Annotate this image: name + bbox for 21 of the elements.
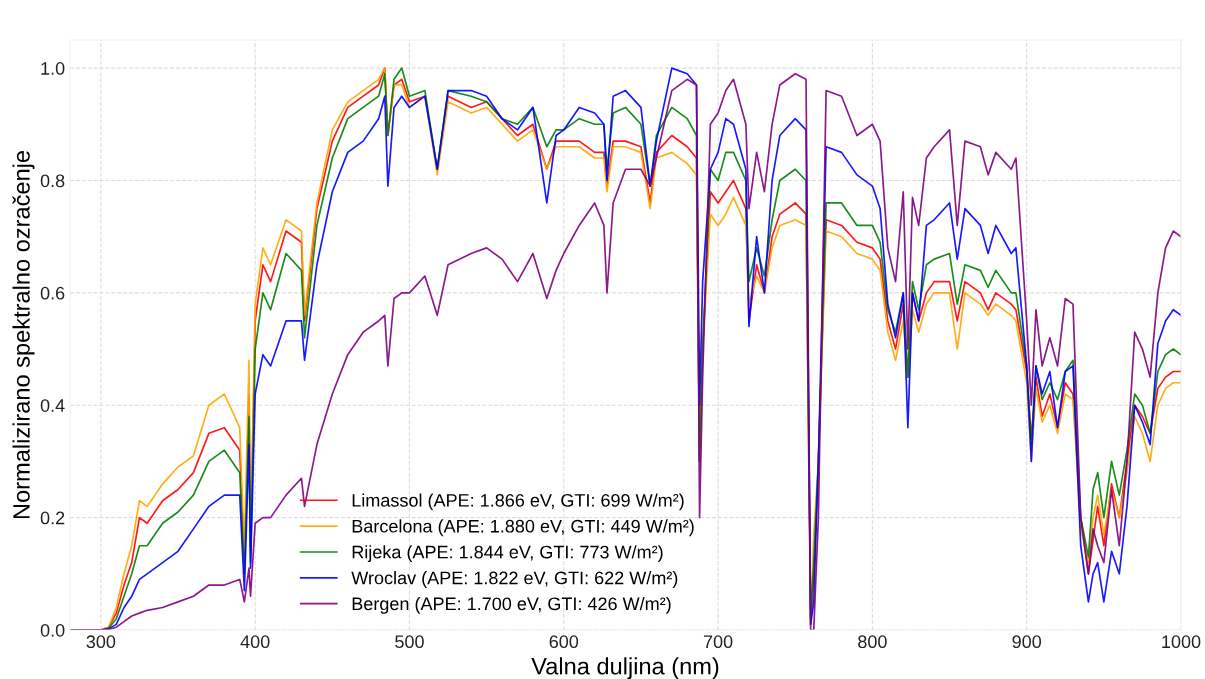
- x-tick-label: 500: [395, 635, 424, 649]
- x-tick-label: 600: [549, 635, 579, 649]
- y-tick-label: 1.0: [41, 62, 65, 75]
- y-tick-label: 0.6: [40, 286, 65, 300]
- y-tick-label: 0.4: [40, 399, 65, 412]
- x-axis-title: Valna duljina (nm): [531, 657, 719, 679]
- y-axis-title: Normalizirano spektralno ozračenje: [12, 151, 35, 519]
- legend-label: Limassol (APE: 1.866 eV, GTI: 699 W/m²): [352, 493, 684, 511]
- legend-label: Rijeka (APE: 1.844 eV, GTI: 773 W/m²): [352, 545, 663, 563]
- x-tick-label: 1000: [1162, 635, 1201, 649]
- y-tick-label: 0.0: [40, 623, 65, 637]
- legend-label: Wroclav (APE: 1.822 eV, GTI: 622 W/m²): [351, 571, 678, 588]
- y-tick-label: 0.8: [40, 174, 65, 188]
- x-tick-label: 800: [858, 635, 887, 649]
- x-tick-label: 300: [86, 635, 116, 649]
- legend-label: Bergen (APE: 1.700 eV, GTI: 426 W/m²): [352, 596, 671, 614]
- x-tick-label: 900: [1012, 635, 1042, 649]
- x-tick-label: 700: [703, 635, 733, 649]
- legend-label: Barcelona (APE: 1.880 eV, GTI: 449 W/m²): [352, 519, 694, 537]
- x-tick-label: 400: [240, 635, 270, 649]
- y-tick-label: 0.2: [40, 511, 65, 525]
